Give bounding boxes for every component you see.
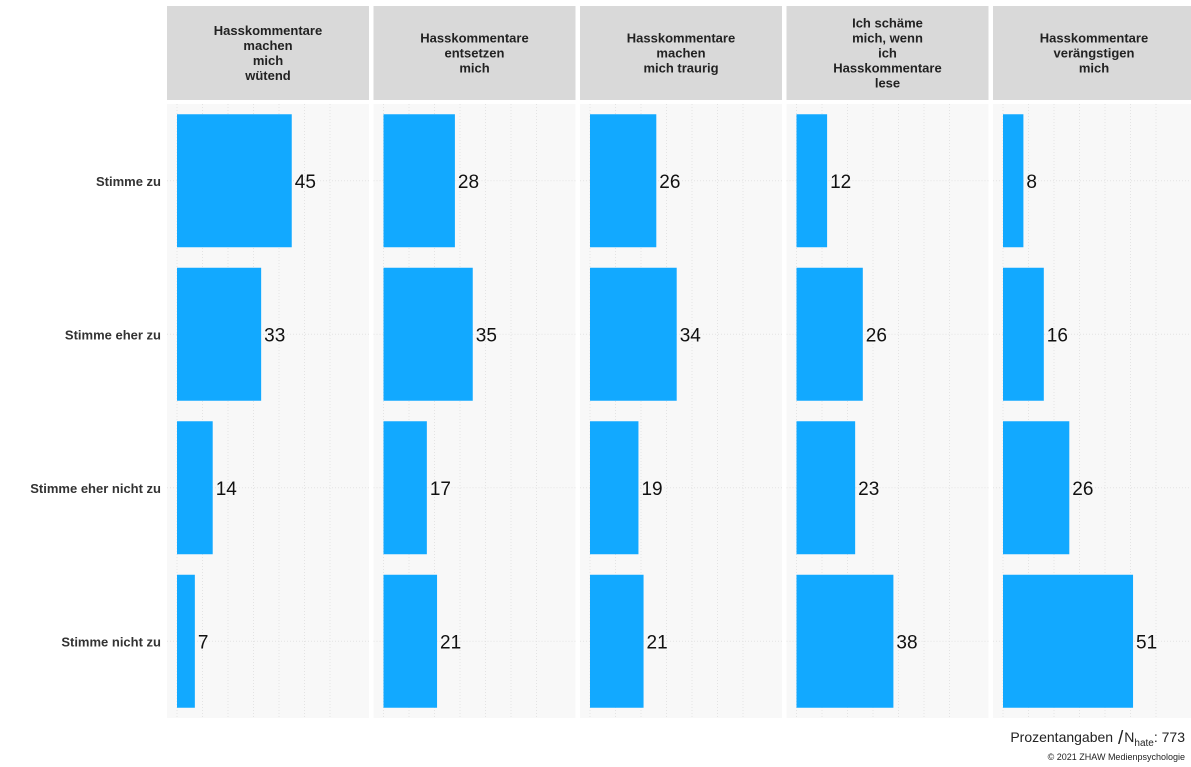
facet-title: Hasskommentare verängstigen mich bbox=[1040, 31, 1148, 76]
bar bbox=[177, 421, 213, 555]
category-label: Stimme eher nicht zu bbox=[30, 481, 161, 496]
data-label: 28 bbox=[458, 172, 479, 193]
bar bbox=[177, 114, 292, 248]
bar bbox=[177, 267, 262, 401]
facet-title: Hasskommentare entsetzen mich bbox=[420, 31, 528, 76]
bar bbox=[383, 574, 438, 708]
data-label: 45 bbox=[295, 172, 316, 193]
data-label: 35 bbox=[476, 325, 497, 346]
footer-note-prefix: Prozentangaben bbox=[1010, 729, 1114, 745]
data-label: 8 bbox=[1026, 172, 1037, 193]
bar bbox=[590, 267, 677, 401]
bar bbox=[1003, 267, 1044, 401]
bar bbox=[1003, 421, 1070, 555]
data-label: 16 bbox=[1047, 325, 1068, 346]
data-label: 14 bbox=[216, 479, 238, 500]
facet-strip bbox=[993, 6, 1191, 100]
bar bbox=[383, 267, 473, 401]
footer-n-value: : 773 bbox=[1153, 729, 1185, 745]
facet-title: Hasskommentare machen mich traurig bbox=[627, 31, 735, 76]
data-label: 21 bbox=[440, 632, 461, 653]
bar bbox=[1003, 574, 1134, 708]
facet-title: Ich schäme mich, wenn ich Hasskommentare les… bbox=[833, 16, 941, 91]
data-label: 7 bbox=[198, 632, 209, 653]
category-label: Stimme eher zu bbox=[65, 327, 161, 342]
bar bbox=[1003, 114, 1024, 248]
facet-strip bbox=[167, 6, 369, 100]
data-label: 38 bbox=[896, 632, 917, 653]
data-label: 21 bbox=[647, 632, 668, 653]
bar bbox=[796, 574, 894, 708]
footer-n-sub: hate bbox=[1134, 737, 1154, 749]
bar bbox=[796, 421, 856, 555]
data-label: 51 bbox=[1136, 632, 1157, 653]
facet-strip bbox=[580, 6, 782, 100]
data-label: 26 bbox=[866, 325, 887, 346]
footer-n: N bbox=[1124, 729, 1135, 745]
bar bbox=[590, 114, 657, 248]
footer-slash: / bbox=[1117, 728, 1124, 749]
data-label: 19 bbox=[641, 479, 662, 500]
facet-strip bbox=[786, 6, 989, 100]
category-label: Stimme zu bbox=[96, 174, 161, 189]
data-label: 26 bbox=[1072, 479, 1093, 500]
facet-strip bbox=[373, 6, 576, 100]
data-label: 26 bbox=[659, 172, 680, 193]
data-label: 12 bbox=[830, 172, 851, 193]
category-label: Stimme nicht zu bbox=[61, 634, 161, 649]
data-label: 23 bbox=[858, 479, 879, 500]
facet-title: Hasskommentare machen mich wütend bbox=[214, 23, 322, 83]
bar bbox=[177, 574, 195, 708]
data-label: 17 bbox=[430, 479, 451, 500]
bar bbox=[590, 574, 644, 708]
bar bbox=[590, 421, 639, 555]
copyright-text: © 2021 ZHAW Medienpsychologie bbox=[1047, 752, 1185, 762]
bar bbox=[383, 421, 427, 555]
bar bbox=[796, 267, 863, 401]
bar bbox=[383, 114, 455, 248]
footer-note: Prozentangaben /Nhate: 773 bbox=[1010, 726, 1185, 749]
data-label: 34 bbox=[680, 325, 702, 346]
data-label: 33 bbox=[264, 325, 285, 346]
bar bbox=[796, 114, 828, 248]
